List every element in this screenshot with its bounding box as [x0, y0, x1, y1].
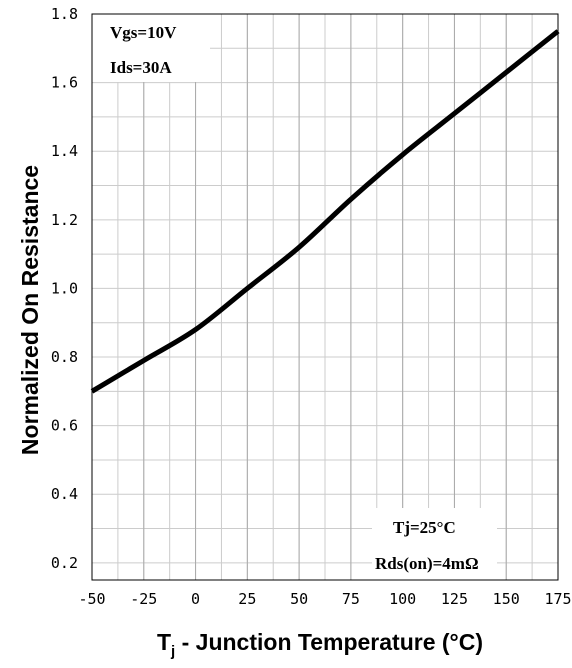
x-tick-label: -25: [130, 590, 157, 608]
y-tick-label: 0.4: [51, 485, 78, 503]
x-tick-label: 0: [191, 590, 200, 608]
top-left-annotation-box: [92, 14, 210, 82]
x-axis-title-main: T: [157, 629, 171, 655]
series-group: [90, 29, 560, 394]
y-tick-label: 0.6: [51, 417, 78, 435]
x-axis-title-rest: - Junction Temperature (°C): [175, 629, 483, 655]
x-tick-label: 175: [544, 590, 571, 608]
y-tick-label: 1.8: [51, 5, 78, 23]
y-tick-label: 0.2: [51, 554, 78, 572]
x-tick-label: 150: [493, 590, 520, 608]
bottom-right-annotation-box: [372, 508, 497, 580]
y-axis-title: Normalized On Resistance: [17, 165, 43, 455]
x-axis-title-sub: j: [170, 643, 175, 660]
x-tick-labels: -50 -25 0 25 50 75 100 125 150 175: [78, 590, 571, 608]
y-tick-label: 1.0: [51, 279, 78, 297]
bottom-right-annotation: Tj=25°C Rds(on)=4mΩ: [372, 508, 497, 580]
top-left-annotation: Vgs=10V Ids=30A: [92, 14, 210, 82]
annotation-tj: Tj=25°C: [393, 518, 456, 537]
y-tick-label: 0.8: [51, 348, 78, 366]
y-tick-label: 1.6: [51, 74, 78, 92]
x-axis-title: Tj - Junction Temperature (°C): [157, 629, 483, 660]
x-tick-label: 125: [441, 590, 468, 608]
plot-border: [91, 13, 559, 581]
x-tick-label: -50: [78, 590, 105, 608]
annotation-vgs: Vgs=10V: [110, 23, 177, 42]
y-tick-labels: 0.2 0.4 0.6 0.8 1.0 1.2 1.4 1.6 1.8: [51, 5, 78, 572]
minor-grid: [91, 13, 559, 580]
series-line: [90, 29, 560, 394]
y-tick-label: 1.2: [51, 211, 78, 229]
x-tick-label: 25: [238, 590, 256, 608]
x-tick-label: 100: [389, 590, 416, 608]
x-tick-label: 75: [342, 590, 360, 608]
annotation-ids: Ids=30A: [110, 58, 172, 77]
y-tick-label: 1.4: [51, 142, 78, 160]
annotation-rds: Rds(on)=4mΩ: [375, 554, 479, 573]
x-tick-label: 50: [290, 590, 308, 608]
